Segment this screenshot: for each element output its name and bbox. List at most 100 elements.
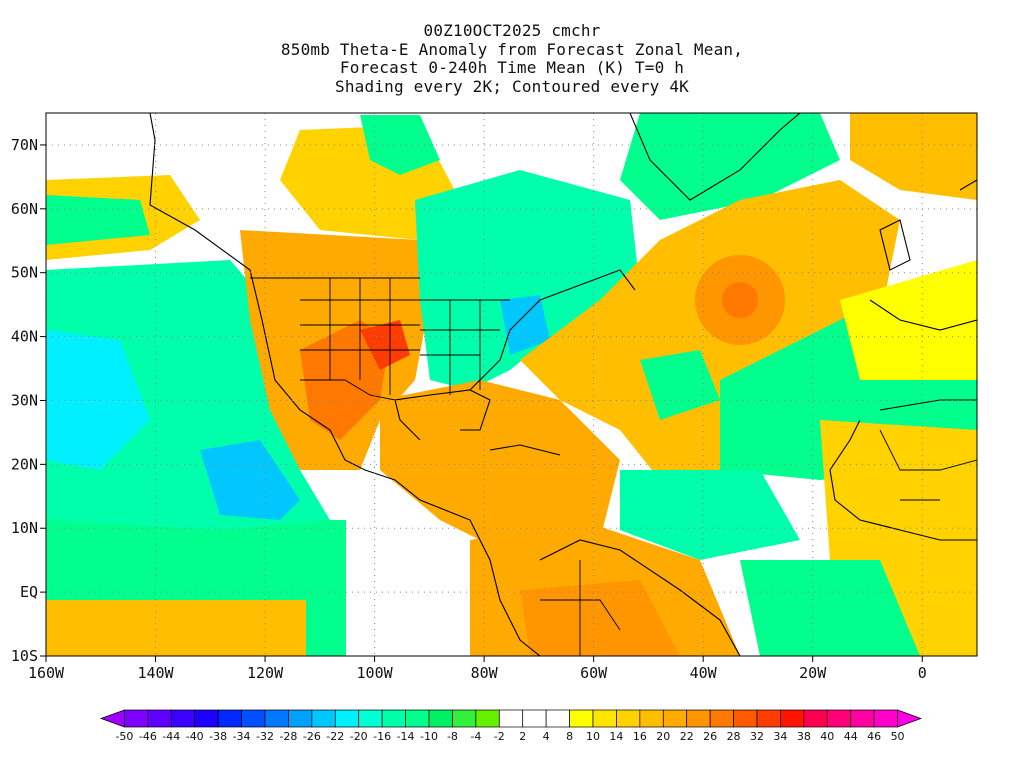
shade-northeast-cool [500,295,550,355]
colorbar: -50 -46 -44 -40 -38 -34 -32 -28 -26 -22 -20 -16 -14-… [99,709,923,743]
coastline-west-south-america [489,559,541,656]
colorbar-cell [334,709,360,728]
shade-gulf-caribbean [380,380,620,560]
colorbar-label: -44 [162,730,180,743]
colorbar-cell [662,709,688,728]
colorbar-label: 38 [797,730,811,743]
colorbar-label: -34 [233,730,251,743]
colorbar-cell [545,709,570,728]
coastline-cuba [489,444,561,456]
colorbar-label: 14 [609,730,623,743]
colorbar-label: -10 [420,730,438,743]
colorbar-cell [358,709,383,728]
coastline-north-south-america [539,539,741,656]
lat-tick-label: 10N [11,519,38,537]
colorbar-label: 32 [750,730,764,743]
shade-east-canada-cool [415,170,640,390]
colorbar-label: -4 [470,730,481,743]
colorbar-label: 4 [543,730,550,743]
colorbar-cell [592,709,617,728]
colorbar-label: 26 [703,730,717,743]
colorbar-cell [780,709,805,728]
political-borders [250,277,977,656]
border-us-mexico [300,379,396,401]
colorbar-label: -50 [115,730,133,743]
colorbar-cell [170,709,196,728]
colorbar-label: -46 [139,730,157,743]
colorbar-cell [733,709,758,728]
colorbar-label: 50 [891,730,905,743]
colorbar-label: 20 [656,730,670,743]
lon-tick-label: 40W [690,664,718,682]
colorbar-cell [452,709,477,728]
coastline-west-africa [829,419,977,541]
colorbar-cell [475,709,500,728]
shade-amazon-warm [520,580,680,656]
coastlines [149,113,977,656]
colorbar-labels: -50 -46 -44 -40 -38 -34 -32 -28 -26 -22 -20 -16 -14-… [115,730,904,743]
colorbar-cell [194,709,219,728]
colorbar-cell [522,709,547,728]
colorbar-label: 46 [867,730,881,743]
lat-tick-label: EQ [20,583,38,601]
shade-north-atlantic-warm [850,113,977,200]
colorbar-cell [405,709,430,728]
colorbar-cell [709,709,734,728]
shade-south-atlantic-green [740,560,920,656]
shade-bering [46,195,150,245]
lat-tick-label: 10S [11,647,38,665]
colorbar-cell [381,709,406,728]
colorbar-cell [264,709,289,728]
colorbar-cell [873,709,898,728]
colorbar-label: 22 [680,730,694,743]
colorbar-label: 2 [519,730,526,743]
colorbar-cell [639,709,664,728]
colorbar-label: -14 [397,730,415,743]
colorbar-cell [686,709,711,728]
colorbar-cell [241,709,266,728]
lon-tick-label: 0 [918,664,927,682]
colorbar-cell [569,709,594,728]
colorbar-cell [311,709,336,728]
colorbar-cell [803,709,828,728]
shade-plains-hot [360,320,410,370]
coastline-pacific-americas [149,113,491,561]
lat-tick-label: 50N [11,264,38,282]
colorbar-label: 10 [586,730,600,743]
lat-tick-label: 40N [11,328,38,346]
shade-cyclone-core [722,282,758,318]
shade-pacific-cool-2 [200,440,300,520]
colorbar-label: -2 [494,730,505,743]
shade-europe-yellow [840,260,977,380]
colorbar-cell-max-arrow [897,709,923,728]
colorbar-cell [498,709,524,728]
title-line-2: 850mb Theta-E Anomaly from Forecast Zona… [280,39,744,59]
colorbar-label: -26 [303,730,321,743]
colorbar-label: -28 [279,730,297,743]
coastline-greenland [629,113,801,201]
colorbar-label: 44 [844,730,858,743]
lat-tick-label: 60N [11,200,38,218]
map-title-block: 00Z10OCT2025 cmchr 850mb Theta-E Anomaly… [0,21,1024,96]
theta-e-shading [46,113,977,656]
colorbar-cell-min-arrow [99,709,125,728]
shade-tropical-atlantic-green [620,470,800,560]
coastline-us-east [469,269,636,391]
colorbar-cell [124,709,149,728]
colorbar-label: -22 [326,730,344,743]
lon-tick-label: 140W [137,664,174,682]
lon-tick-label: 80W [471,664,499,682]
colorbar-cell [147,709,172,728]
colorbar-cell [756,709,781,728]
lon-tick-label: 120W [247,664,284,682]
lat-tick-label: 20N [11,455,38,473]
colorbar-label: -38 [209,730,227,743]
colorbar-label: 34 [773,730,787,743]
title-line-4: Shading every 2K; Contoured every 4K [335,76,689,96]
colorbar-cell [850,709,875,728]
colorbar-cell [217,709,242,728]
title-line-3: Forecast 0-240h Time Mean (K) T=0 h [339,58,685,77]
colorbar-cell [826,709,852,728]
